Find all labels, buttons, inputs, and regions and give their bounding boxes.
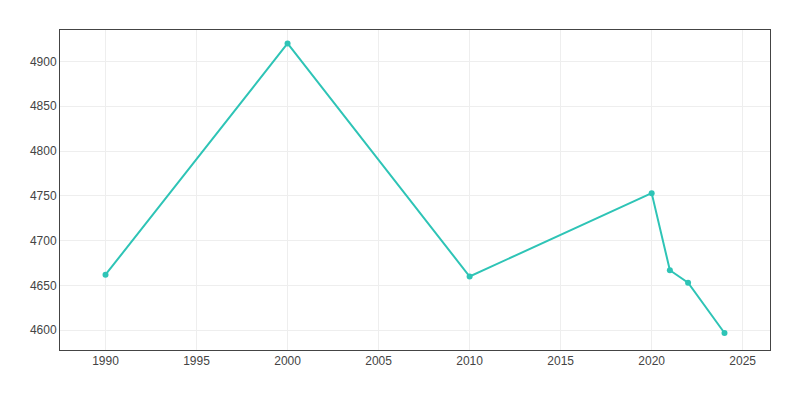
svg-text:2005: 2005 [365, 354, 392, 368]
svg-text:2015: 2015 [547, 354, 574, 368]
svg-text:4800: 4800 [30, 144, 57, 158]
svg-text:2000: 2000 [274, 354, 301, 368]
svg-text:1990: 1990 [92, 354, 119, 368]
svg-text:2020: 2020 [638, 354, 665, 368]
svg-text:4850: 4850 [30, 99, 57, 113]
svg-text:2025: 2025 [729, 354, 756, 368]
svg-text:4700: 4700 [30, 234, 57, 248]
svg-text:4650: 4650 [30, 279, 57, 293]
svg-text:1995: 1995 [183, 354, 210, 368]
svg-text:4900: 4900 [30, 55, 57, 69]
svg-text:4750: 4750 [30, 189, 57, 203]
svg-text:4600: 4600 [30, 323, 57, 337]
svg-text:2010: 2010 [456, 354, 483, 368]
